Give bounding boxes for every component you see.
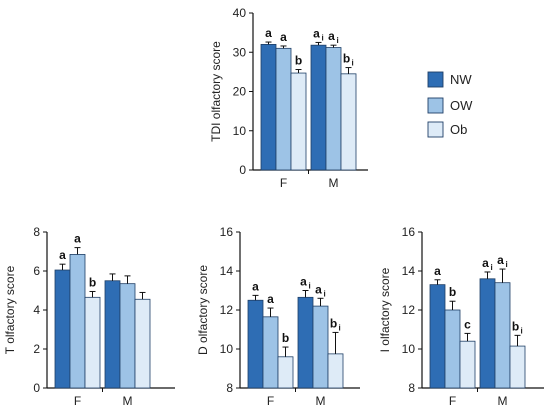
significance-label: a bbox=[252, 279, 259, 293]
significance-subscript: i bbox=[521, 326, 523, 335]
legend-swatch-NW bbox=[427, 71, 444, 88]
y-tick-label: 12 bbox=[220, 303, 234, 317]
significance-label: c bbox=[464, 317, 471, 331]
legend-swatch-OW bbox=[427, 97, 444, 114]
legend-label-NW: NW bbox=[450, 72, 472, 87]
y-tick-label: 0 bbox=[33, 381, 40, 395]
legend-swatch-Ob bbox=[427, 121, 444, 138]
significance-label: a bbox=[300, 275, 307, 289]
significance-label: a bbox=[328, 29, 335, 43]
y-axis-label: I olfactory score bbox=[378, 267, 392, 352]
bar-OW-M bbox=[494, 282, 511, 389]
y-tick-label: 20 bbox=[233, 85, 247, 99]
bar-NW-F bbox=[260, 44, 277, 171]
legend-label-Ob: Ob bbox=[450, 122, 467, 137]
significance-label: a bbox=[74, 232, 81, 246]
y-tick-label: 10 bbox=[233, 124, 247, 138]
y-tick-label: 8 bbox=[33, 225, 40, 239]
bar-Ob-M bbox=[327, 353, 344, 389]
y-tick-label: 40 bbox=[233, 6, 247, 20]
bar-Ob-M bbox=[340, 73, 357, 171]
significance-subscript: i bbox=[339, 323, 341, 332]
y-tick-label: 16 bbox=[220, 225, 234, 239]
significance-subscript: i bbox=[506, 260, 508, 269]
x-tick-label: M bbox=[498, 394, 508, 408]
y-tick-label: 6 bbox=[33, 264, 40, 278]
significance-label: b bbox=[330, 316, 337, 330]
significance-label: b bbox=[512, 319, 519, 333]
y-axis-label: T olfactory score bbox=[3, 265, 17, 354]
significance-label: a bbox=[313, 26, 320, 40]
bar-NW-M bbox=[297, 296, 314, 389]
legend: NW OW Ob bbox=[427, 71, 473, 138]
y-axis-label: TDI olfactory score bbox=[209, 41, 223, 142]
x-tick-label: F bbox=[280, 176, 287, 190]
y-tick-label: 10 bbox=[220, 342, 234, 356]
bar-OW-F bbox=[262, 316, 279, 389]
significance-subscript: i bbox=[337, 36, 339, 45]
significance-subscript: i bbox=[352, 59, 354, 68]
significance-label: b bbox=[343, 52, 350, 66]
significance-label: a bbox=[59, 248, 66, 262]
x-tick-label: F bbox=[267, 394, 274, 408]
y-tick-label: 10 bbox=[402, 342, 416, 356]
bar-NW-M bbox=[104, 280, 121, 389]
y-tick-label: 2 bbox=[33, 342, 40, 356]
bar-Ob-F bbox=[459, 340, 476, 389]
y-axis-label: D olfactory score bbox=[196, 265, 210, 355]
significance-label: a bbox=[497, 253, 504, 267]
significance-subscript: i bbox=[491, 263, 493, 272]
significance-label: a bbox=[280, 30, 287, 44]
significance-label: a bbox=[434, 264, 441, 278]
bar-NW-M bbox=[310, 44, 327, 171]
y-tick-label: 8 bbox=[408, 381, 415, 395]
x-tick-label: F bbox=[449, 394, 456, 408]
significance-label: a bbox=[267, 292, 274, 306]
y-tick-label: 14 bbox=[402, 264, 416, 278]
y-tick-label: 30 bbox=[233, 45, 247, 59]
significance-label: b bbox=[89, 275, 96, 289]
bar-OW-M bbox=[312, 305, 329, 389]
bar-OW-M bbox=[325, 47, 342, 171]
y-tick-label: 4 bbox=[33, 303, 40, 317]
y-tick-label: 12 bbox=[402, 303, 416, 317]
bar-NW-F bbox=[247, 299, 264, 389]
y-tick-label: 14 bbox=[220, 264, 234, 278]
x-tick-label: M bbox=[123, 394, 133, 408]
significance-subscript: i bbox=[324, 289, 326, 298]
y-tick-label: 0 bbox=[239, 163, 246, 177]
x-tick-label: M bbox=[316, 394, 326, 408]
y-tick-label: 16 bbox=[402, 225, 416, 239]
legend-label-OW: OW bbox=[450, 98, 473, 113]
bar-OW-F bbox=[444, 309, 461, 389]
y-tick-label: 8 bbox=[226, 381, 233, 395]
chart-panel-2: T olfactory score 0 2 4 6 8 Faa b M bbox=[3, 225, 175, 408]
bar-Ob-F bbox=[290, 72, 307, 171]
bar-Ob-F bbox=[84, 296, 101, 389]
significance-subscript: i bbox=[309, 282, 311, 291]
significance-label: b bbox=[295, 54, 302, 68]
bar-Ob-M bbox=[134, 298, 151, 389]
bar-NW-F bbox=[429, 284, 446, 389]
significance-label: b bbox=[282, 331, 289, 345]
bar-Ob-M bbox=[509, 345, 526, 389]
bar-NW-F bbox=[54, 269, 71, 389]
significance-label: a bbox=[265, 26, 272, 40]
bar-OW-F bbox=[69, 254, 86, 389]
bar-OW-F bbox=[275, 47, 292, 171]
significance-label: a bbox=[482, 256, 489, 270]
significance-subscript: i bbox=[322, 33, 324, 42]
x-tick-label: F bbox=[74, 394, 81, 408]
bar-NW-M bbox=[479, 278, 496, 389]
significance-label: b bbox=[449, 285, 456, 299]
x-tick-label: M bbox=[329, 176, 339, 190]
bar-Ob-F bbox=[277, 356, 294, 389]
bar-OW-M bbox=[119, 283, 136, 389]
significance-label: a bbox=[315, 282, 322, 296]
